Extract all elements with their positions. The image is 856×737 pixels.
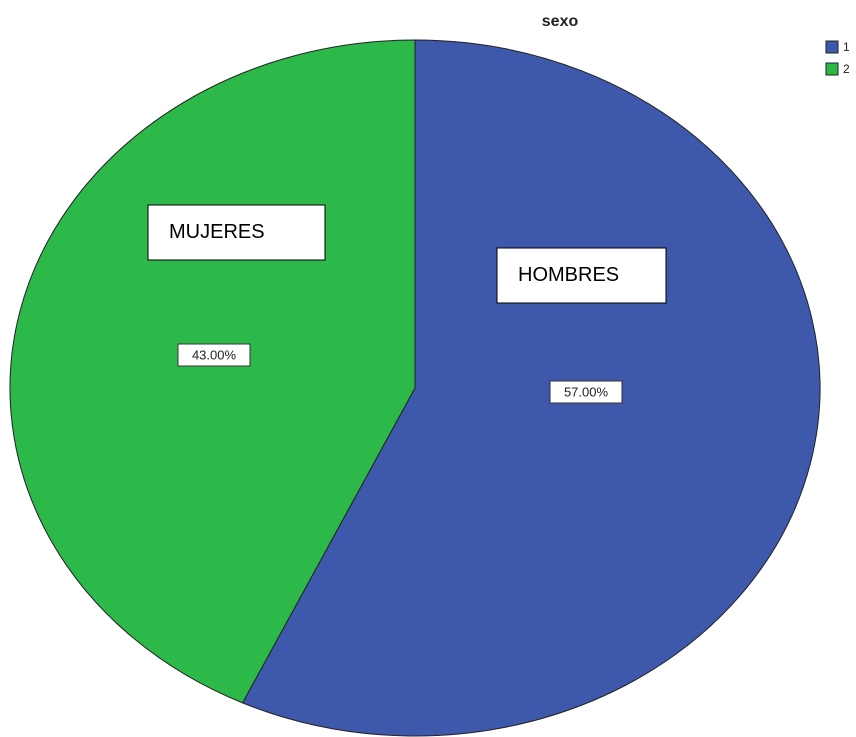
legend-label: 2 xyxy=(843,62,850,76)
legend-label: 1 xyxy=(843,40,850,54)
annotation: MUJERES xyxy=(169,221,265,243)
legend-swatch xyxy=(825,62,839,76)
annotation: HOMBRES xyxy=(518,264,619,286)
value-label-box xyxy=(549,380,623,404)
value-label: 43.00% xyxy=(192,347,237,362)
annotation-box xyxy=(147,204,326,261)
legend-swatch xyxy=(825,40,839,54)
annotation-box xyxy=(496,247,667,304)
pie-slice xyxy=(241,39,821,737)
chart-title: sexo xyxy=(542,13,579,30)
value-label: 57.00% xyxy=(564,384,609,399)
value-label-box xyxy=(177,343,251,367)
